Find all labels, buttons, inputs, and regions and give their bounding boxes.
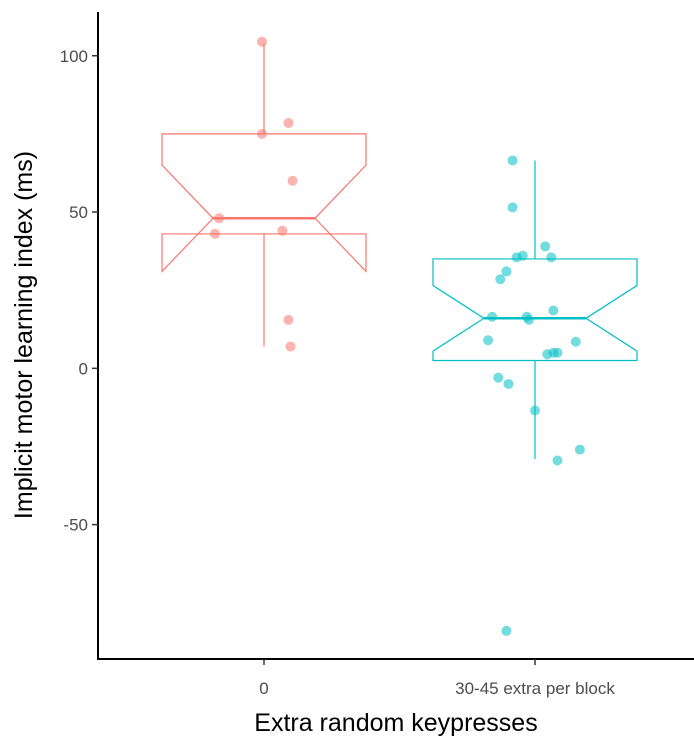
data-point: [530, 405, 540, 416]
data-point: [548, 305, 559, 316]
data-point: [552, 347, 563, 358]
data-point: [277, 225, 288, 236]
notched-box: [161, 133, 367, 273]
data-point: [523, 314, 534, 325]
x-axis-ticks: 0 30-45 extra per block: [259, 659, 615, 698]
data-point: [283, 117, 294, 128]
data-point: [214, 213, 225, 224]
data-point: [501, 266, 512, 277]
x-tick-label: 30-45 extra per block: [455, 679, 615, 698]
y-tick-label: 100: [60, 47, 88, 66]
x-tick-label: 0: [259, 679, 268, 698]
x-axis-title: Extra random keypresses: [254, 709, 537, 737]
data-point: [495, 274, 506, 285]
data-point: [210, 228, 221, 239]
data-point: [256, 128, 267, 139]
y-axis-ticks: 100 50 0 -50: [60, 47, 98, 535]
data-point: [540, 241, 551, 252]
data-point: [552, 455, 563, 466]
data-point: [507, 155, 518, 166]
data-point: [256, 36, 267, 47]
notched-box: [432, 258, 638, 362]
data-point: [285, 341, 296, 352]
data-point: [507, 202, 518, 213]
y-tick-label: -50: [63, 516, 88, 535]
data-point: [503, 378, 514, 389]
data-point: [574, 444, 585, 455]
data-point: [501, 625, 512, 636]
y-axis-title: Implicit motor learning index (ms): [10, 151, 38, 519]
y-tick-label: 50: [69, 203, 88, 222]
data-point: [546, 252, 557, 263]
data-point: [493, 372, 504, 383]
point-layer: [210, 36, 585, 636]
data-point: [287, 175, 298, 186]
data-point: [283, 314, 294, 325]
data-point: [487, 311, 498, 322]
data-point: [517, 250, 528, 261]
data-point: [570, 336, 581, 347]
data-point: [483, 335, 494, 346]
box-layer: [161, 43, 638, 459]
y-tick-label: 0: [79, 359, 88, 378]
